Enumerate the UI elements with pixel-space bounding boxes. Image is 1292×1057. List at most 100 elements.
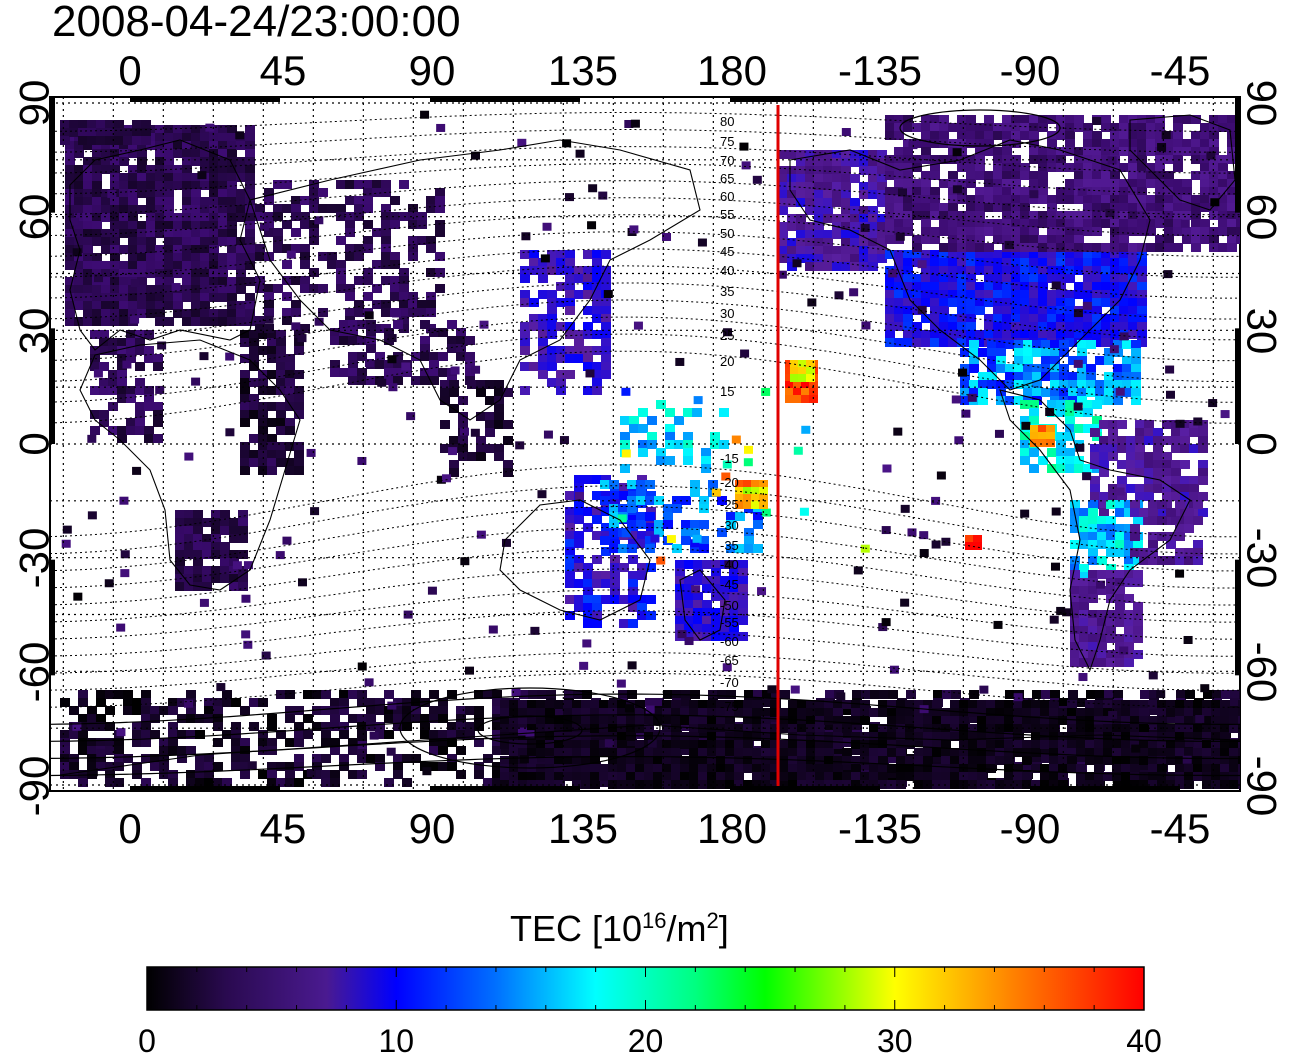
tec-cell xyxy=(788,780,798,789)
tec-cell xyxy=(1130,548,1140,557)
tec-cell xyxy=(894,131,904,140)
tec-cell xyxy=(1041,348,1051,357)
tec-cell xyxy=(644,772,654,781)
tec-cell xyxy=(881,526,891,535)
tec-cell xyxy=(126,346,136,355)
tec-cell xyxy=(536,780,546,789)
tec-cell xyxy=(1011,314,1021,323)
tec-cell xyxy=(476,530,486,539)
tec-cell xyxy=(65,309,75,318)
tec-cell xyxy=(1115,602,1125,611)
tec-cell xyxy=(603,290,613,299)
tec-cell xyxy=(1108,492,1118,501)
tec-cell xyxy=(738,576,748,585)
tec-cell xyxy=(601,322,611,331)
tec-cell xyxy=(545,756,555,765)
tec-cell xyxy=(1020,456,1030,465)
tec-cell xyxy=(672,504,682,513)
tec-cell xyxy=(1119,115,1129,124)
tec-cell xyxy=(1070,500,1080,509)
tec-cell xyxy=(1166,740,1176,749)
tec-cell xyxy=(1065,115,1075,124)
tec-cell xyxy=(665,456,675,465)
tec-cell xyxy=(1144,484,1154,493)
tec-cell xyxy=(894,211,904,220)
tec-cell xyxy=(975,227,985,236)
tec-cell xyxy=(104,579,114,588)
tec-cell xyxy=(761,708,771,717)
tec-cell xyxy=(1038,258,1048,267)
tec-cell xyxy=(155,213,165,222)
tec-cell xyxy=(1050,340,1060,349)
tec-cell xyxy=(245,261,255,270)
tec-cell xyxy=(1115,387,1125,396)
tec-cell xyxy=(1191,219,1201,228)
tec-cell xyxy=(779,764,789,773)
tec-cell xyxy=(164,197,174,206)
tec-cell xyxy=(841,262,851,271)
tec-cell xyxy=(375,352,385,361)
tec-cell xyxy=(751,494,760,502)
tec-cell xyxy=(939,290,949,299)
tec-cell xyxy=(155,197,165,206)
tec-cell xyxy=(1059,380,1069,389)
tec-cell xyxy=(932,764,942,773)
tec-cell xyxy=(309,236,319,245)
tec-cell xyxy=(770,700,780,709)
tec-cell xyxy=(1146,115,1156,124)
tec-cell xyxy=(574,595,584,604)
tec-cell xyxy=(859,246,869,255)
tec-cell xyxy=(878,780,888,789)
tec-cell xyxy=(348,690,358,699)
tec-cell xyxy=(1157,516,1167,525)
tec-cell xyxy=(1227,203,1237,212)
tec-cell xyxy=(1074,243,1084,252)
tec-cell xyxy=(238,510,248,519)
tec-cell xyxy=(420,714,430,723)
tec-cell xyxy=(273,236,283,245)
tec-cell xyxy=(582,639,592,648)
tec-cell xyxy=(1049,772,1059,781)
tec-cell xyxy=(137,205,147,214)
tec-cell xyxy=(527,756,537,765)
tec-cell xyxy=(456,722,466,731)
tec-cell xyxy=(294,738,304,747)
tec-cell xyxy=(653,756,663,765)
tec-cell xyxy=(957,330,967,339)
tec-cell xyxy=(173,149,183,158)
tec-cell xyxy=(1110,219,1120,228)
tec-cell xyxy=(912,282,922,291)
tec-cell xyxy=(1095,356,1105,365)
tec-cell xyxy=(240,754,250,763)
tec-cell xyxy=(1011,219,1021,228)
tec-cell xyxy=(195,770,205,779)
tec-cell xyxy=(959,756,969,765)
tec-cell xyxy=(1137,243,1147,252)
tec-cell xyxy=(601,531,611,540)
tec-cell xyxy=(636,730,646,739)
tec-cell xyxy=(1119,179,1129,188)
tec-cell xyxy=(1144,476,1154,485)
tec-cell xyxy=(547,314,557,323)
tec-cell xyxy=(1106,516,1116,525)
tec-cell xyxy=(1023,364,1033,373)
tec-cell xyxy=(182,149,192,158)
tec-cell xyxy=(267,778,277,787)
tec-cell xyxy=(684,632,694,641)
tec-cell xyxy=(832,150,842,159)
tec-cell xyxy=(366,714,376,723)
tec-cell xyxy=(734,780,744,789)
tec-cell xyxy=(209,197,219,206)
tec-cell xyxy=(743,732,753,741)
tec-cell xyxy=(969,388,979,397)
tec-cell xyxy=(753,690,763,699)
tec-cell xyxy=(617,740,627,749)
tec-cell xyxy=(720,576,730,585)
tec-cell xyxy=(604,739,614,748)
tec-cell xyxy=(1155,211,1165,220)
tec-cell xyxy=(99,346,109,355)
tec-cell xyxy=(1067,708,1077,717)
tec-cell xyxy=(381,220,391,229)
tec-cell xyxy=(995,748,1005,757)
tec-cell xyxy=(790,685,800,694)
